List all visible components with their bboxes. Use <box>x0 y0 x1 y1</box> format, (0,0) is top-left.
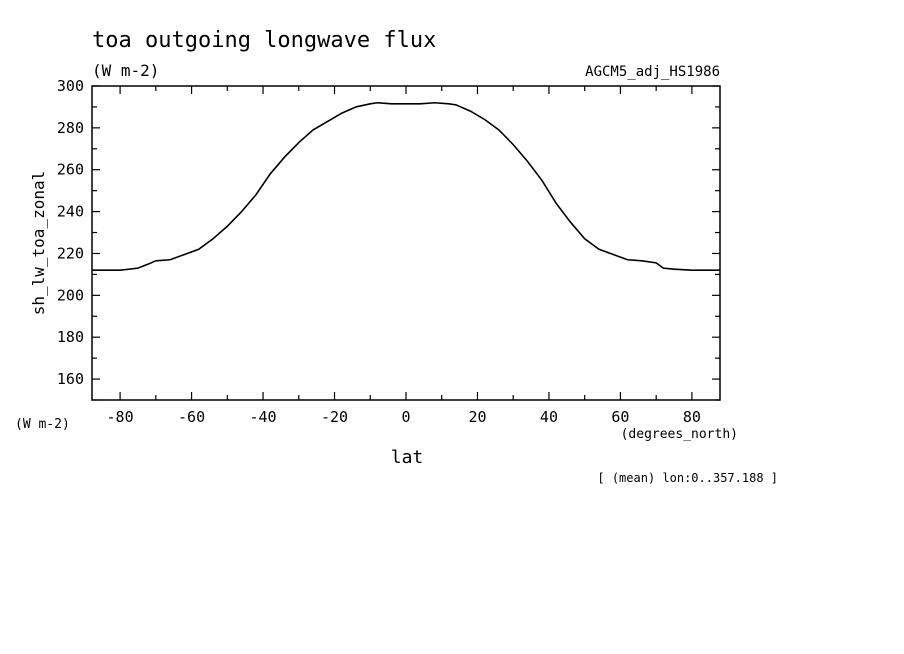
x-tick-label: -60 <box>178 408 205 426</box>
chart-title: toa outgoing longwave flux <box>92 28 436 53</box>
plot-frame <box>91 85 721 401</box>
y-tick-label: 280 <box>57 119 84 137</box>
y-tick-label: 260 <box>57 161 84 179</box>
x-tick-label: 40 <box>540 408 558 426</box>
x-tick-label: -80 <box>107 408 134 426</box>
y-tick-label: 160 <box>57 370 84 388</box>
dataset-label: AGCM5_adj_HS1986 <box>585 64 720 80</box>
title-units: (W m-2) <box>92 61 159 80</box>
x-tick-label: 80 <box>683 408 701 426</box>
y-tick-label: 300 <box>57 77 84 95</box>
y-tick-label: 220 <box>57 244 84 262</box>
axis-tick-labels: -80 -60 -40 -20 0 20 40 60 80 160 180 200 220 240 260 2… <box>57 77 701 426</box>
footnote: [ (mean) lon:0..357.188 ] <box>597 471 778 485</box>
series-line <box>92 101 720 272</box>
x-axis-units: (degrees_north) <box>621 427 738 442</box>
x-tick-label: 20 <box>468 408 486 426</box>
y-tick-label: 180 <box>57 328 84 346</box>
x-tick-label: -20 <box>321 408 348 426</box>
x-axis-label: lat <box>391 447 424 468</box>
y-axis-units: (W m-2) <box>15 417 70 432</box>
y-axis-label: sh_lw_toa_zonal <box>29 171 48 316</box>
y-tick-label: 240 <box>57 203 84 221</box>
x-tick-label: 60 <box>611 408 629 426</box>
y-tick-label: 200 <box>57 286 84 304</box>
axis-ticks <box>92 85 720 401</box>
x-tick-label: -40 <box>249 408 276 426</box>
x-tick-label: 0 <box>401 408 410 426</box>
